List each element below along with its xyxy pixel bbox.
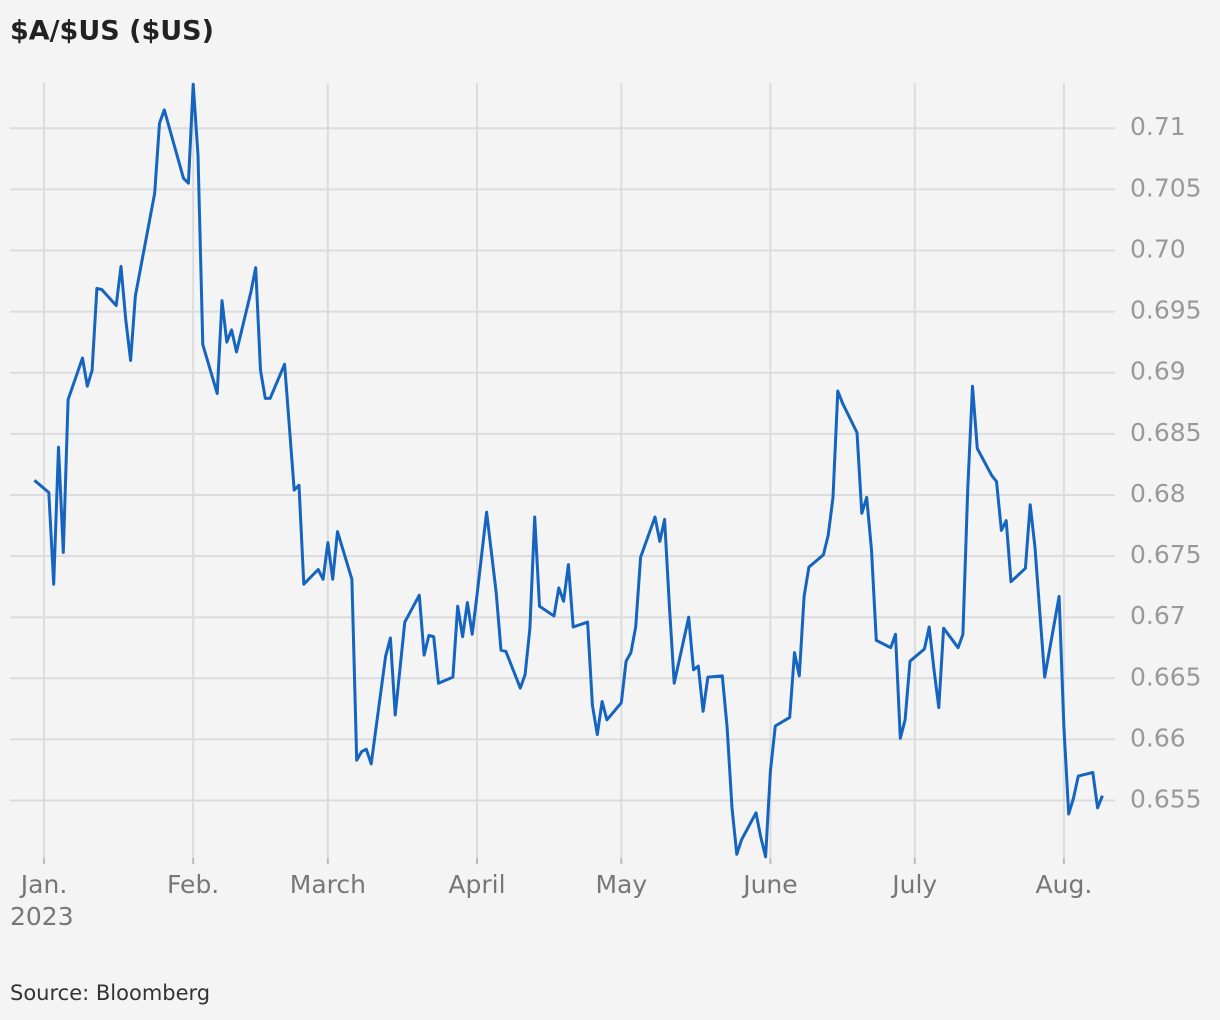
y-tick-label: 0.695 <box>1130 296 1202 325</box>
y-tick-label: 0.685 <box>1130 418 1202 447</box>
y-tick-label: 0.66 <box>1130 723 1186 752</box>
y-tick-label: 0.69 <box>1130 357 1186 386</box>
y-tick-label: 0.665 <box>1130 662 1202 691</box>
y-tick-label: 0.71 <box>1130 112 1186 141</box>
price-line <box>33 82 1104 859</box>
x-tick-label: May <box>595 870 647 899</box>
x-tick-label: June <box>741 870 797 899</box>
source: Source: Bloomberg <box>10 981 210 1005</box>
y-tick-label: 0.68 <box>1130 479 1186 508</box>
y-tick-label: 0.70 <box>1130 234 1186 263</box>
x-tick-label: Jan. <box>19 870 67 899</box>
y-tick-label: 0.705 <box>1130 173 1202 202</box>
x-tick-label: March <box>290 870 366 899</box>
y-tick-label: 0.67 <box>1130 601 1186 630</box>
x-tick-label: July <box>890 870 937 899</box>
y-tick-label: 0.655 <box>1130 785 1202 814</box>
chart-title: $A/$US ($US) <box>10 16 214 47</box>
x-tick-label: Aug. <box>1036 870 1093 899</box>
x-tick-label: Feb. <box>167 870 219 899</box>
year-label: 2023 <box>10 902 74 931</box>
x-tick-label: April <box>448 870 505 899</box>
y-tick-label: 0.675 <box>1130 540 1202 569</box>
